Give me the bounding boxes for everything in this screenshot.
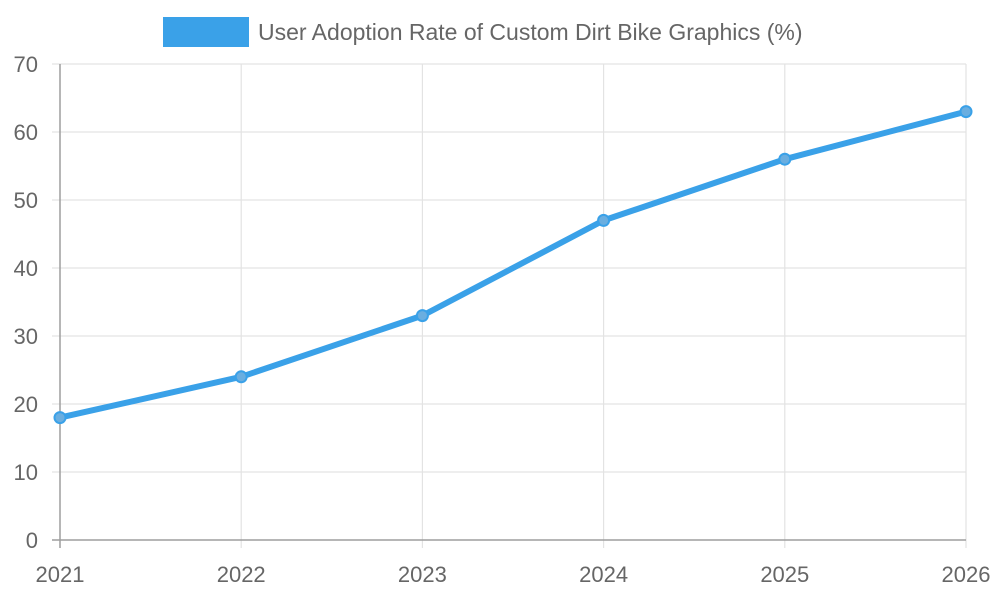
x-tick-label: 2024	[579, 562, 628, 587]
y-tick-label: 60	[14, 120, 38, 145]
y-tick-label: 40	[14, 256, 38, 281]
data-points	[53, 105, 973, 425]
series-line	[57, 108, 969, 421]
data-point	[53, 411, 67, 425]
axes	[52, 64, 966, 548]
y-tick-label: 20	[14, 392, 38, 417]
x-tick-label: 2021	[36, 562, 85, 587]
data-point	[415, 309, 429, 323]
x-tick-label: 2026	[942, 562, 991, 587]
grid	[52, 63, 967, 548]
series-layer	[57, 108, 969, 421]
legend-label: User Adoption Rate of Custom Dirt Bike G…	[258, 19, 803, 45]
x-tick-label: 2025	[760, 562, 809, 587]
data-point	[597, 213, 611, 227]
y-tick-label: 0	[26, 528, 38, 553]
data-point	[778, 152, 792, 166]
x-tick-label: 2023	[398, 562, 447, 587]
y-tick-label: 70	[14, 52, 38, 77]
y-tick-label: 30	[14, 324, 38, 349]
legend[interactable]: User Adoption Rate of Custom Dirt Bike G…	[163, 17, 803, 47]
x-tick-label: 2022	[217, 562, 266, 587]
legend-swatch	[163, 17, 249, 47]
data-point	[959, 105, 973, 119]
data-point	[234, 370, 248, 384]
y-tick-label: 10	[14, 460, 38, 485]
y-tick-label: 50	[14, 188, 38, 213]
tick-labels: 0 10 20 30 40 50 60 70 2021 2022 2023 2024 2025 2026	[14, 52, 991, 587]
